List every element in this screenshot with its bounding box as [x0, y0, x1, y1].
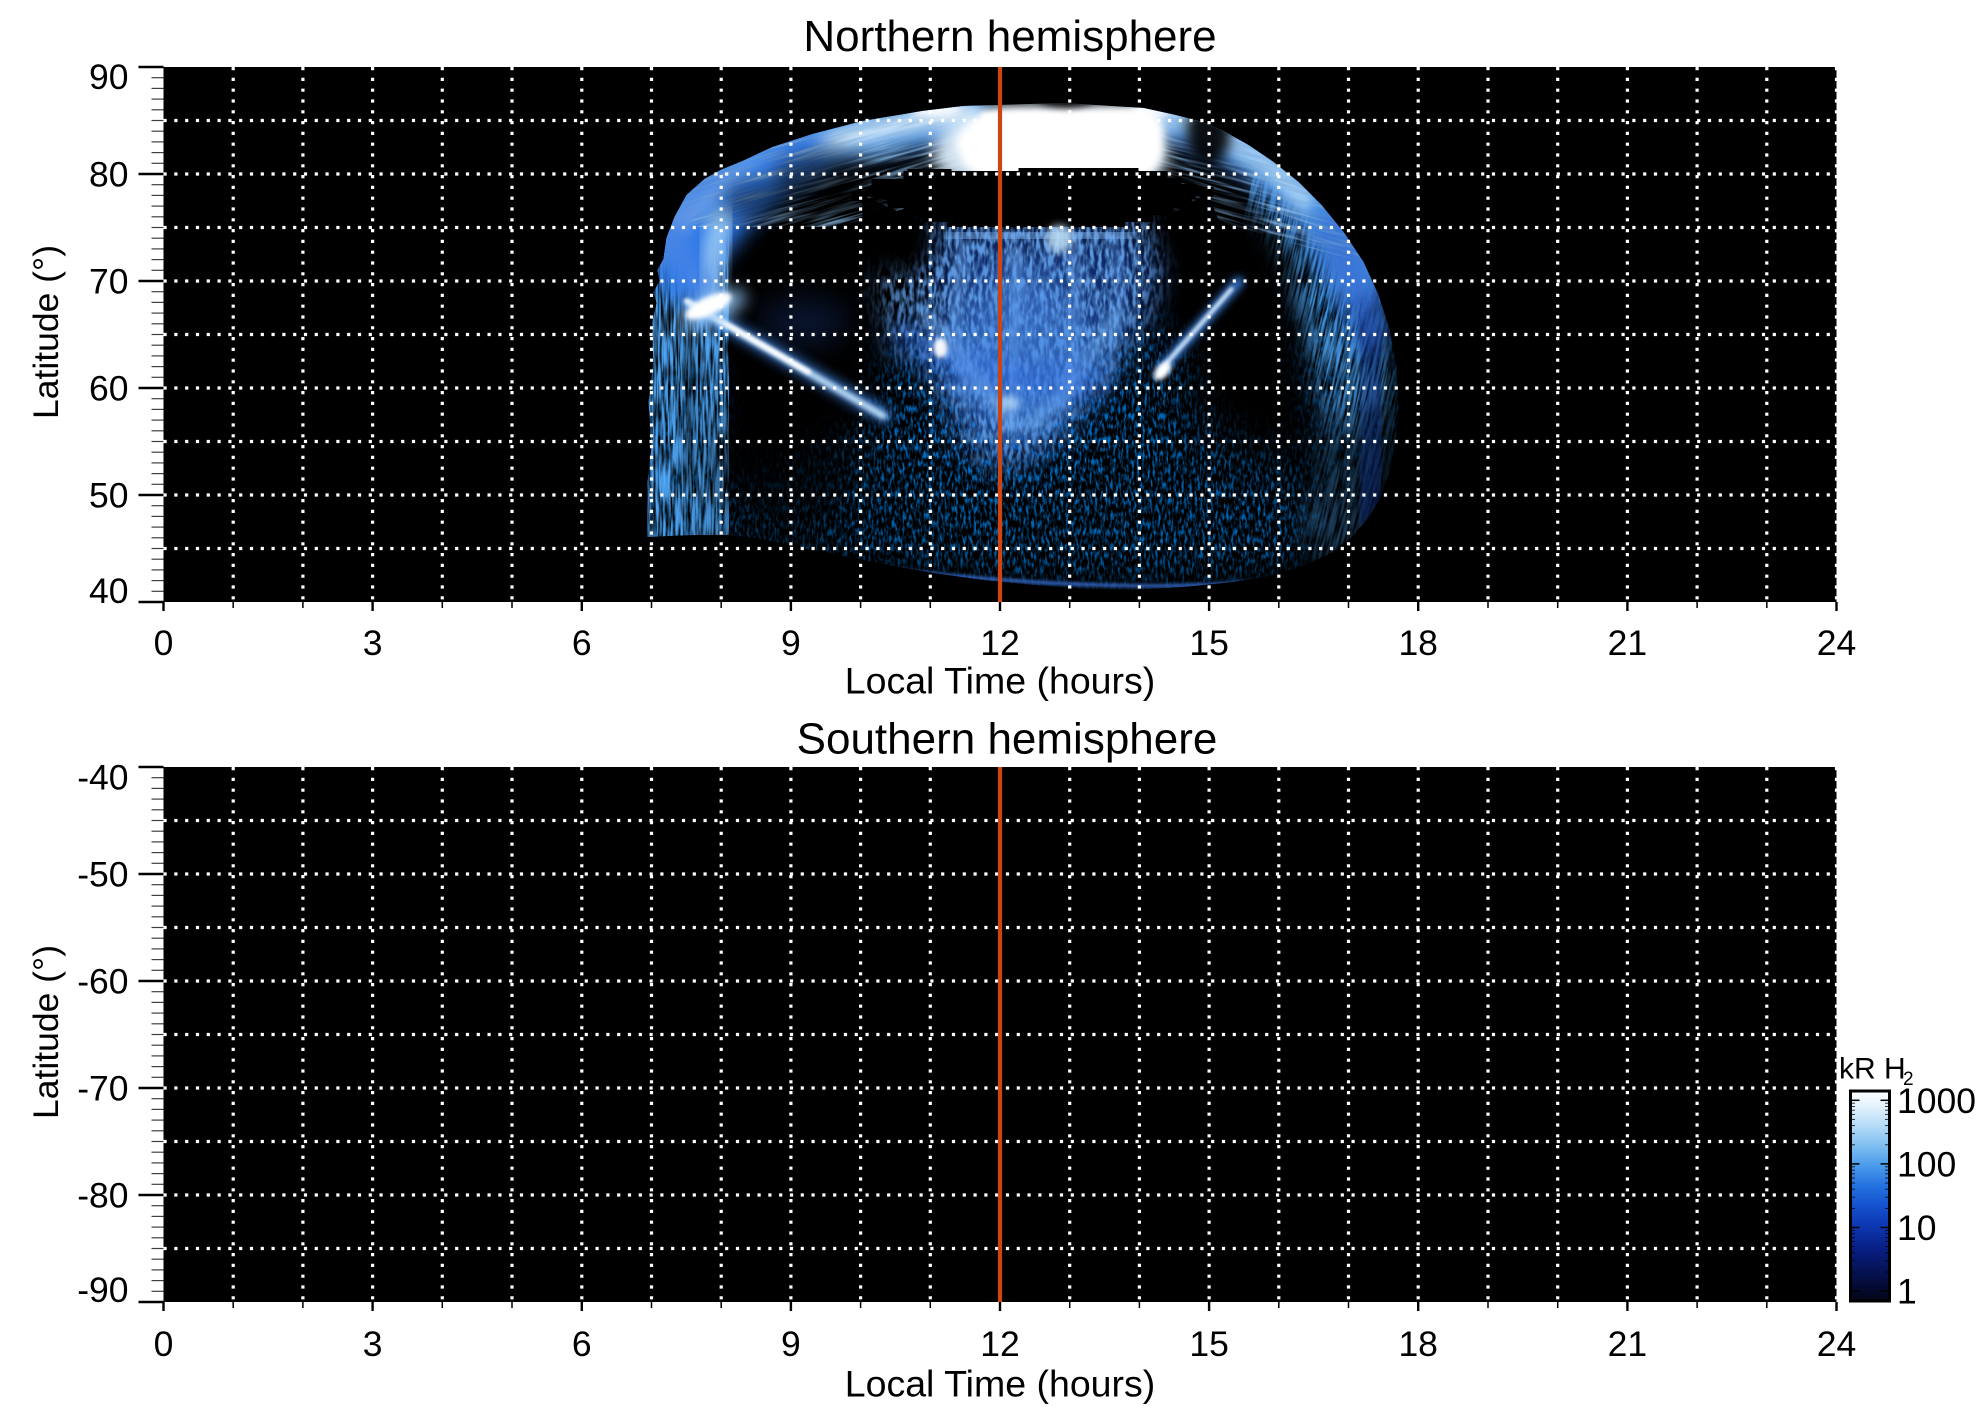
- svg-text:18: 18: [1398, 1324, 1438, 1364]
- svg-text:15: 15: [1189, 1324, 1229, 1364]
- svg-text:-50: -50: [77, 855, 128, 895]
- svg-text:1: 1: [1897, 1272, 1917, 1312]
- svg-text:Southern hemisphere: Southern hemisphere: [797, 715, 1218, 764]
- svg-text:24: 24: [1817, 1324, 1857, 1364]
- svg-text:-70: -70: [77, 1069, 128, 1109]
- svg-text:10: 10: [1897, 1208, 1937, 1248]
- svg-text:40: 40: [89, 571, 129, 611]
- svg-text:21: 21: [1608, 1324, 1648, 1364]
- svg-text:60: 60: [89, 369, 129, 409]
- svg-text:70: 70: [89, 262, 129, 302]
- svg-text:9: 9: [781, 1324, 801, 1364]
- svg-text:Local Time (hours): Local Time (hours): [845, 1363, 1156, 1405]
- svg-text:0: 0: [154, 623, 174, 663]
- svg-text:50: 50: [89, 476, 129, 516]
- svg-text:3: 3: [363, 623, 383, 663]
- svg-text:-80: -80: [77, 1176, 128, 1216]
- svg-text:1000: 1000: [1897, 1081, 1976, 1121]
- svg-text:-60: -60: [77, 962, 128, 1002]
- svg-text:12: 12: [980, 1324, 1020, 1364]
- svg-text:Latitude (°): Latitude (°): [26, 945, 66, 1119]
- svg-text:100: 100: [1897, 1145, 1956, 1185]
- svg-text:18: 18: [1398, 623, 1438, 663]
- svg-text:Local Time (hours): Local Time (hours): [845, 660, 1156, 702]
- svg-text:2: 2: [1903, 1069, 1914, 1090]
- svg-text:90: 90: [89, 57, 129, 97]
- svg-text:kR H: kR H: [1839, 1053, 1906, 1086]
- svg-text:Latitude (°): Latitude (°): [26, 245, 66, 419]
- svg-text:-90: -90: [77, 1270, 128, 1310]
- svg-text:6: 6: [572, 1324, 592, 1364]
- svg-text:-40: -40: [77, 757, 128, 797]
- svg-text:Northern hemisphere: Northern hemisphere: [803, 12, 1216, 61]
- svg-text:80: 80: [89, 155, 129, 195]
- svg-text:21: 21: [1608, 623, 1648, 663]
- svg-text:24: 24: [1817, 623, 1857, 663]
- svg-text:9: 9: [781, 623, 801, 663]
- svg-text:6: 6: [572, 623, 592, 663]
- svg-text:12: 12: [980, 623, 1020, 663]
- svg-text:15: 15: [1189, 623, 1229, 663]
- svg-text:0: 0: [154, 1324, 174, 1364]
- svg-text:3: 3: [363, 1324, 383, 1364]
